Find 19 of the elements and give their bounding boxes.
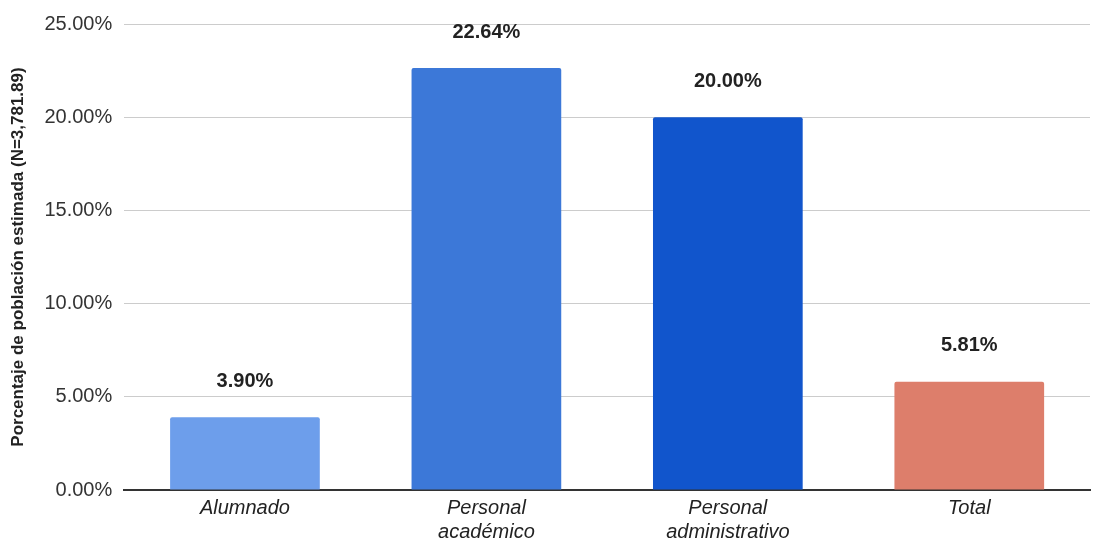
y-tick-label: 10.00% (44, 291, 113, 314)
bar (652, 117, 803, 490)
data-label: 20.00% (693, 68, 762, 91)
x-tick-label: Alumnado (198, 495, 290, 518)
bar (894, 381, 1045, 490)
y-tick-label: 15.00% (44, 197, 113, 220)
y-tick-label: 20.00% (44, 104, 113, 127)
y-axis-title: Porcentaje de población estimada (N=3,781.89) (7, 67, 27, 447)
y-tick-label: 25.00% (44, 11, 113, 34)
bar (411, 67, 562, 490)
x-tick-label: Total (947, 495, 992, 518)
y-tick-label: 0.00% (55, 477, 113, 500)
data-label: 5.81% (940, 333, 998, 356)
data-label: 3.90% (216, 368, 274, 391)
x-tick-label: Personal administrativo (666, 495, 790, 542)
data-label: 22.64% (452, 19, 521, 42)
bar (170, 417, 320, 490)
y-tick-label: 5.00% (55, 384, 113, 407)
x-tick-label: Personal académico (438, 495, 535, 542)
